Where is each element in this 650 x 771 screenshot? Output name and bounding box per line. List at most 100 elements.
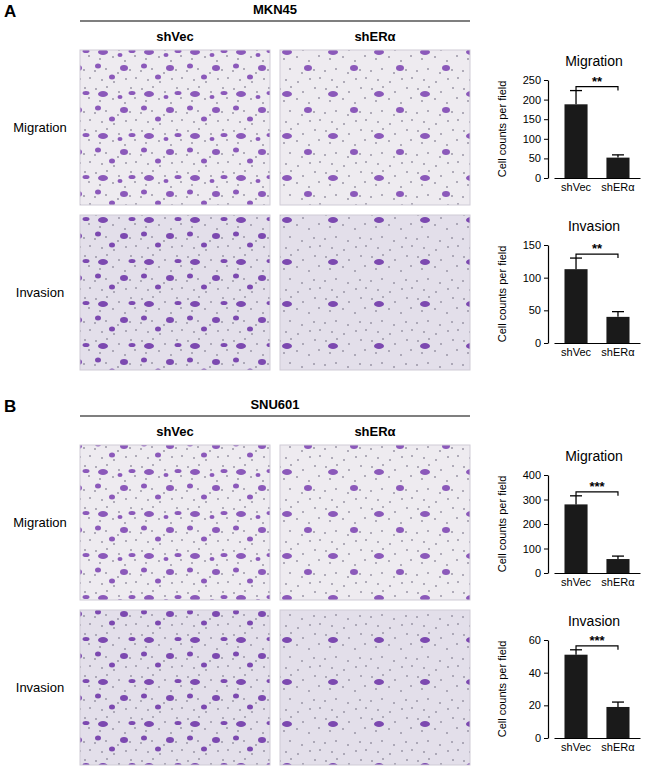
- chart-title: Invasion: [568, 613, 620, 629]
- plot-area: [564, 496, 629, 573]
- tick-mark: [544, 80, 548, 81]
- y-axis-title: Cell counts per field: [496, 246, 508, 343]
- bar-chart: InvasionCell counts per field0204060shVe…: [496, 613, 641, 753]
- error-cap: [612, 154, 624, 155]
- tick-label: 0: [535, 172, 541, 184]
- tick-label: shVec: [561, 741, 591, 753]
- error-bar: [612, 556, 624, 559]
- tick-mark: [544, 158, 548, 159]
- tick-mark: [544, 549, 548, 550]
- tick-mark: [544, 343, 548, 344]
- tick-label: 50: [529, 152, 541, 164]
- tick-mark: [544, 475, 548, 476]
- micrograph: [80, 610, 270, 765]
- tick-label: 100: [523, 272, 541, 284]
- tick-label: 0: [535, 567, 541, 579]
- panel-letter: B: [4, 397, 16, 416]
- tick-label: 200: [523, 94, 541, 106]
- tick-label: 300: [523, 494, 541, 506]
- x-tick: shERα: [601, 573, 635, 588]
- y-tick: 150: [523, 239, 548, 251]
- y-tick: 0: [535, 567, 548, 579]
- tick-label: 100: [523, 543, 541, 555]
- y-axis: 0 20 40 60: [529, 634, 549, 744]
- bar: [564, 104, 587, 178]
- plot-area: [564, 258, 629, 343]
- cell-line: MKN45: [253, 2, 297, 17]
- y-tick: 0: [535, 732, 548, 744]
- bar: [606, 158, 629, 178]
- micrograph: [280, 445, 470, 600]
- axis-line: [548, 641, 549, 739]
- error-stem: [575, 650, 576, 655]
- tick-mark: [544, 310, 548, 311]
- bar: [606, 707, 629, 738]
- row-label: Migration: [13, 120, 66, 135]
- error-stem: [617, 312, 618, 317]
- y-tick: 100: [523, 272, 548, 284]
- micrograph: [280, 215, 470, 370]
- tick-mark: [544, 139, 548, 140]
- tick-mark: [544, 673, 548, 674]
- y-tick: 200: [523, 518, 548, 530]
- y-axis: 0 50 100 150: [523, 239, 549, 349]
- panel-letter: A: [4, 2, 16, 21]
- column-header: shVec: [156, 424, 194, 439]
- column-header: shERα: [354, 29, 395, 44]
- bar: [606, 317, 629, 343]
- x-tick: shVec: [561, 343, 591, 358]
- row-label: Invasion: [16, 680, 64, 695]
- error-stem: [617, 702, 618, 707]
- chart-title: Migration: [565, 448, 623, 464]
- tick-label: 50: [529, 304, 541, 316]
- tick-mark: [544, 524, 548, 525]
- tick-label: shERα: [601, 181, 635, 193]
- x-axis: shVec shERα: [555, 178, 641, 193]
- error-cap: [612, 701, 624, 702]
- tick-label: 20: [529, 699, 541, 711]
- tick-mark: [544, 573, 548, 574]
- bar: [564, 504, 587, 573]
- axis-line: [548, 246, 549, 344]
- axis-line: [555, 343, 641, 344]
- y-tick: 400: [523, 469, 548, 481]
- bar: [564, 655, 587, 738]
- plot-area: [564, 650, 629, 738]
- y-tick: 0: [535, 337, 548, 349]
- y-tick: 100: [523, 133, 548, 145]
- y-tick: 200: [523, 94, 548, 106]
- significance: **: [592, 241, 603, 256]
- tick-label: 100: [523, 133, 541, 145]
- tick-label: 60: [529, 634, 541, 646]
- y-tick: 60: [529, 634, 548, 646]
- error-bar: [570, 258, 582, 269]
- tick-label: 400: [523, 469, 541, 481]
- tick-label: 250: [523, 74, 541, 86]
- significance: **: [592, 74, 603, 89]
- tick-mark: [544, 178, 548, 179]
- x-tick: shVec: [561, 738, 591, 753]
- column-header: shVec: [156, 29, 194, 44]
- y-tick: 40: [529, 667, 548, 679]
- error-stem: [575, 496, 576, 505]
- tick-label: 0: [535, 732, 541, 744]
- tick-label: shVec: [561, 181, 591, 193]
- micrograph: [280, 610, 470, 765]
- micrograph: [80, 50, 270, 205]
- header-rule: [80, 415, 470, 416]
- tick-label: 150: [523, 239, 541, 251]
- axis-line: [555, 178, 641, 179]
- tick-label: 0: [535, 337, 541, 349]
- x-tick: shVec: [561, 178, 591, 193]
- micrograph: [80, 445, 270, 600]
- x-tick: shERα: [601, 738, 635, 753]
- y-tick: 20: [529, 699, 548, 711]
- tick-mark: [544, 500, 548, 501]
- axis-line: [555, 738, 641, 739]
- y-axis-title: Cell counts per field: [496, 476, 508, 573]
- x-tick: shERα: [601, 178, 635, 193]
- tick-mark: [544, 640, 548, 641]
- x-axis: shVecshERα: [555, 573, 641, 588]
- column-header: shERα: [354, 424, 395, 439]
- significance: ***: [589, 479, 605, 494]
